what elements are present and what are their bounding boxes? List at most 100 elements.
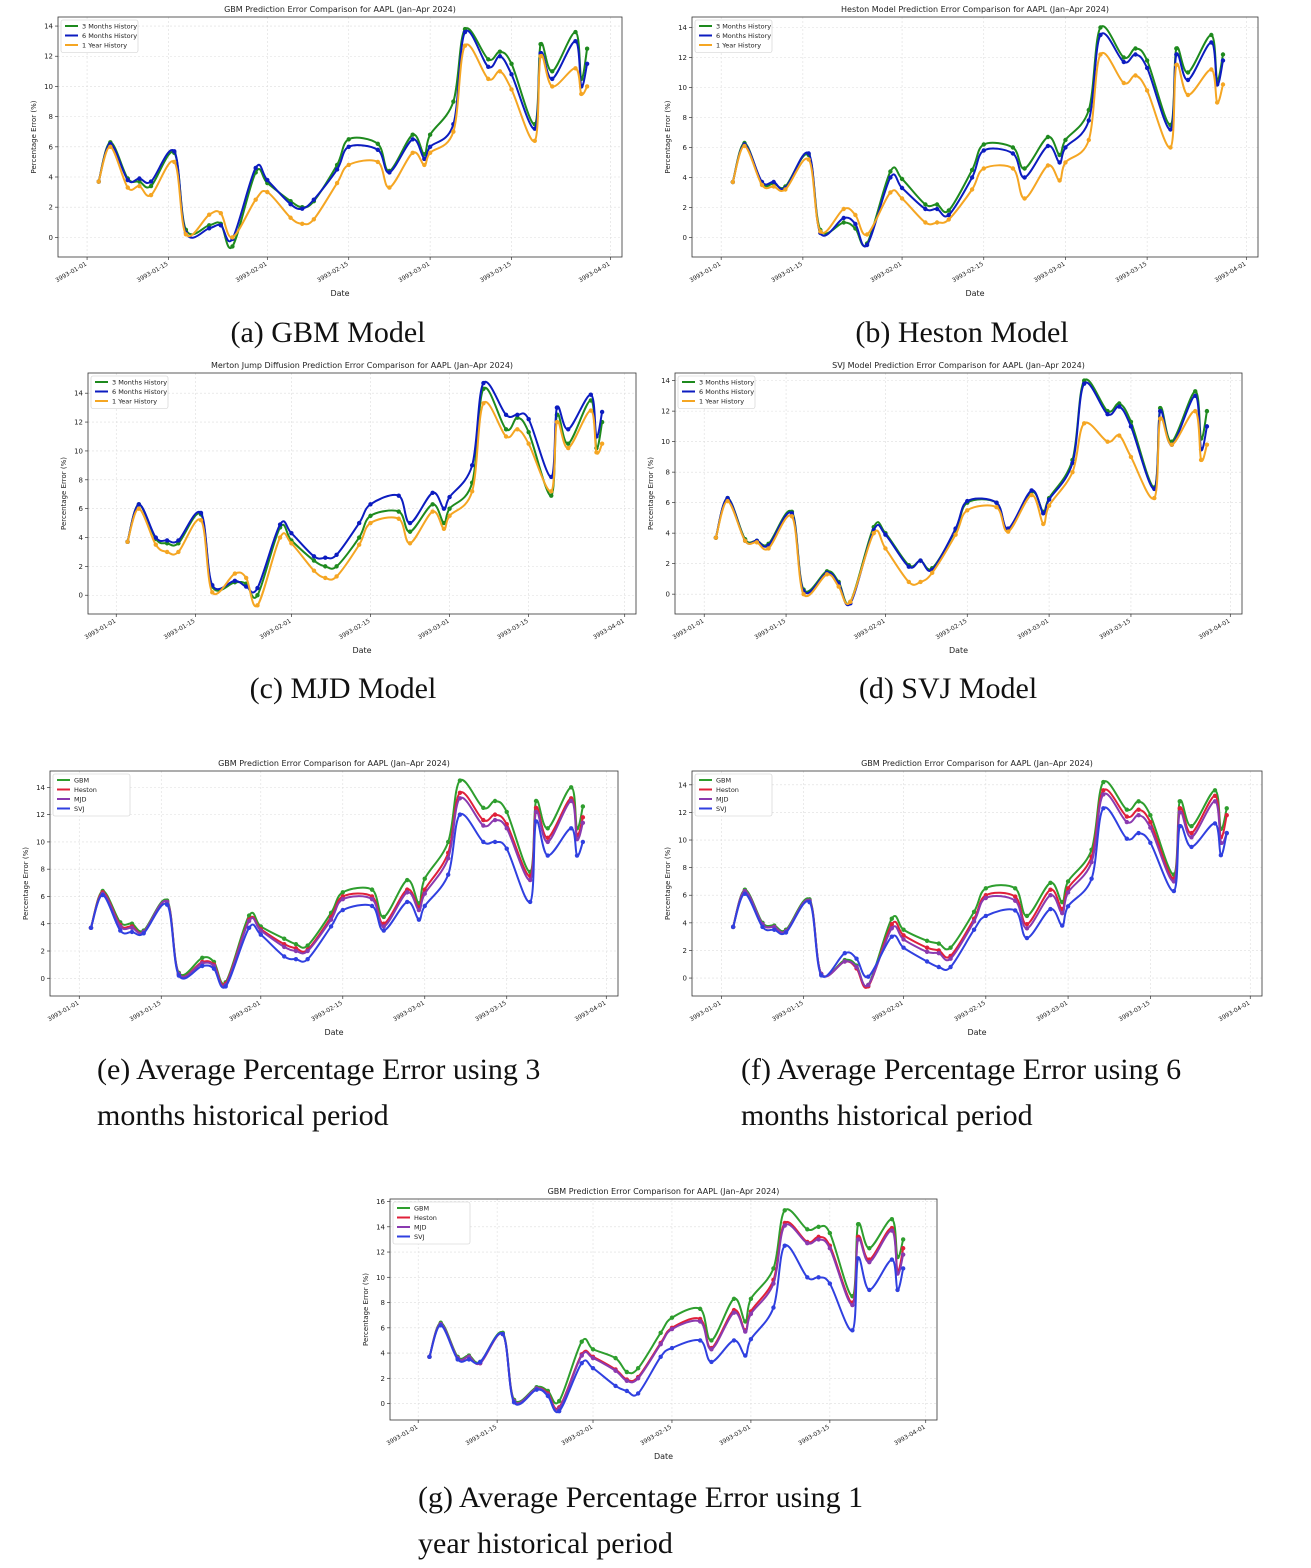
point bbox=[410, 132, 415, 137]
point bbox=[396, 509, 401, 514]
point bbox=[709, 1338, 714, 1343]
point bbox=[748, 1311, 754, 1317]
point bbox=[148, 179, 154, 184]
point bbox=[1105, 439, 1110, 444]
point bbox=[438, 1323, 443, 1328]
point bbox=[827, 1230, 833, 1236]
point bbox=[469, 463, 475, 468]
point bbox=[148, 192, 154, 198]
point bbox=[971, 909, 977, 914]
point bbox=[550, 84, 555, 89]
point bbox=[430, 502, 435, 507]
x-tick-label: 3993-04-01 bbox=[574, 1000, 608, 1024]
point bbox=[923, 220, 928, 225]
point bbox=[481, 823, 486, 828]
point bbox=[771, 179, 776, 185]
x-tick-label: 3993-02-01 bbox=[259, 618, 293, 642]
series-line bbox=[714, 381, 1208, 607]
point bbox=[1024, 926, 1030, 931]
point bbox=[340, 896, 345, 902]
y-tick-label: 12 bbox=[44, 53, 53, 61]
point bbox=[311, 558, 317, 563]
point bbox=[289, 530, 294, 536]
point bbox=[492, 839, 498, 845]
point bbox=[824, 572, 830, 577]
series-line bbox=[97, 27, 589, 250]
point bbox=[731, 1296, 737, 1301]
point bbox=[311, 197, 317, 202]
point bbox=[503, 412, 509, 418]
point bbox=[1189, 844, 1194, 850]
point bbox=[805, 1241, 810, 1246]
point bbox=[243, 575, 249, 581]
x-tick-label: 3993-01-01 bbox=[47, 1000, 81, 1024]
point bbox=[841, 215, 846, 221]
point bbox=[407, 529, 413, 534]
point bbox=[924, 959, 930, 964]
legend-label: 6 Months History bbox=[716, 32, 771, 40]
caption: (g) Average Percentage Error using 1 yea… bbox=[418, 1481, 864, 1560]
x-tick-label: 3993-03-01 bbox=[718, 1424, 752, 1448]
point bbox=[806, 157, 811, 162]
x-tick-label: 3993-01-01 bbox=[54, 261, 88, 285]
point bbox=[1121, 55, 1126, 60]
point bbox=[497, 49, 503, 54]
x-tick-label: 3993-02-01 bbox=[235, 261, 269, 285]
point bbox=[818, 229, 823, 234]
point bbox=[1204, 442, 1210, 447]
y-axis-label: Percentage Error (%) bbox=[664, 100, 672, 173]
point bbox=[441, 520, 447, 526]
point bbox=[981, 142, 986, 147]
y-tick-label: 4 bbox=[683, 919, 688, 927]
y-tick-label: 2 bbox=[79, 563, 83, 571]
point bbox=[658, 1354, 663, 1360]
x-tick-label: 3993-03-01 bbox=[1035, 1000, 1069, 1024]
point bbox=[1212, 793, 1218, 799]
point bbox=[556, 1398, 562, 1404]
y-tick-label: 16 bbox=[376, 1198, 385, 1206]
point bbox=[888, 175, 893, 180]
point bbox=[934, 220, 940, 225]
x-tick-label: 3993-02-01 bbox=[871, 1000, 905, 1024]
point bbox=[396, 493, 401, 498]
point bbox=[899, 196, 905, 201]
point bbox=[1148, 819, 1153, 825]
point bbox=[1124, 807, 1130, 812]
point bbox=[176, 973, 182, 978]
point bbox=[404, 890, 410, 895]
point bbox=[1041, 521, 1046, 527]
point bbox=[742, 891, 748, 897]
caption: (b) Heston Model bbox=[855, 316, 1069, 349]
point bbox=[427, 1354, 432, 1360]
point bbox=[697, 1338, 703, 1343]
x-tick-label: 3993-03-15 bbox=[496, 618, 530, 642]
point bbox=[782, 1208, 787, 1213]
point bbox=[141, 931, 146, 936]
point bbox=[1124, 819, 1130, 825]
y-tick-label: 8 bbox=[683, 864, 687, 872]
point bbox=[934, 202, 940, 207]
point bbox=[953, 532, 958, 537]
point bbox=[946, 217, 951, 222]
point bbox=[108, 141, 113, 146]
point bbox=[883, 546, 888, 551]
point bbox=[613, 1355, 618, 1361]
y-tick-label: 10 bbox=[678, 837, 687, 845]
point bbox=[277, 522, 283, 527]
point bbox=[100, 892, 105, 898]
x-tick-label: 3993-01-01 bbox=[385, 1424, 419, 1448]
point bbox=[293, 948, 299, 954]
point bbox=[924, 949, 930, 955]
point bbox=[243, 584, 249, 589]
point bbox=[334, 167, 340, 172]
y-tick-label: 10 bbox=[74, 447, 83, 455]
point bbox=[136, 506, 142, 511]
point bbox=[554, 405, 560, 410]
x-axis-label: Date bbox=[967, 1028, 986, 1037]
point bbox=[200, 963, 205, 969]
point bbox=[1224, 806, 1229, 811]
point bbox=[369, 903, 375, 909]
point bbox=[545, 839, 550, 845]
point bbox=[1089, 876, 1094, 881]
